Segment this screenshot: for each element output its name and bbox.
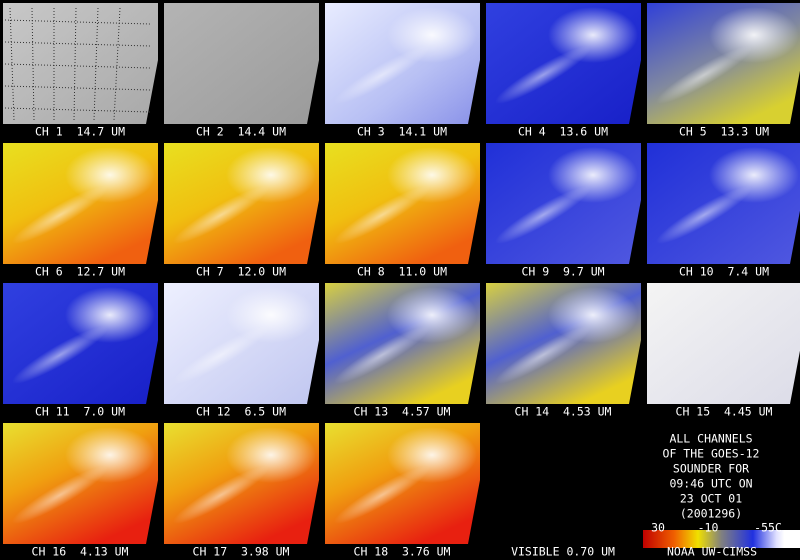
satellite-image bbox=[164, 3, 319, 124]
channel-label: CH 15 4.45 UM bbox=[676, 405, 773, 419]
cloud-band bbox=[495, 46, 591, 104]
cloud-band bbox=[334, 326, 430, 384]
channel-label: CH 11 7.0 UM bbox=[35, 405, 125, 419]
info-line: 23 OCT 01 bbox=[680, 492, 742, 506]
cloud-area bbox=[65, 427, 155, 483]
channel-label: CH 1 14.7 UM bbox=[35, 125, 125, 139]
info-line: SOUNDER FOR bbox=[673, 462, 749, 476]
channel-label: CH 5 13.3 UM bbox=[679, 125, 769, 139]
cloud-area bbox=[65, 287, 155, 343]
colorbar bbox=[643, 530, 800, 548]
colorbar-label: -55C bbox=[754, 521, 782, 535]
cloud-area bbox=[387, 7, 477, 63]
cloud-area bbox=[548, 287, 638, 343]
cloud-area bbox=[709, 7, 799, 63]
cloud-area bbox=[65, 147, 155, 203]
cloud-band bbox=[12, 326, 108, 384]
cloud-area bbox=[387, 287, 477, 343]
cloud-band bbox=[495, 186, 591, 244]
satellite-image bbox=[647, 283, 800, 404]
colorbar-label: -10 bbox=[698, 521, 719, 535]
cloud-band bbox=[173, 466, 269, 524]
cloud-band bbox=[334, 46, 430, 104]
state-border bbox=[9, 7, 15, 121]
channel-label: CH 9 9.7 UM bbox=[521, 265, 604, 279]
channel-label: CH 17 3.98 UM bbox=[193, 545, 290, 559]
cloud-area bbox=[387, 147, 477, 203]
info-line: OF THE GOES-12 bbox=[663, 447, 760, 461]
cloud-band bbox=[173, 326, 269, 384]
channel-label: CH 10 7.4 UM bbox=[679, 265, 769, 279]
info-line: (2001296) bbox=[680, 507, 742, 521]
cloud-band bbox=[334, 186, 430, 244]
cloud-band bbox=[334, 466, 430, 524]
state-border bbox=[73, 7, 77, 121]
cloud-band bbox=[656, 46, 752, 104]
state-border bbox=[4, 19, 151, 25]
satellite-image bbox=[3, 3, 158, 124]
cloud-band bbox=[12, 466, 108, 524]
state-border bbox=[93, 7, 99, 121]
state-border bbox=[4, 107, 151, 113]
cloud-area bbox=[387, 427, 477, 483]
cloud-band bbox=[656, 186, 752, 244]
info-line: 09:46 UTC ON bbox=[669, 477, 752, 491]
channel-label: CH 4 13.6 UM bbox=[518, 125, 608, 139]
cloud-band bbox=[12, 186, 108, 244]
info-line: ALL CHANNELS bbox=[669, 432, 752, 446]
tiles: CH 1 14.7 UM CH 2 14.4 UM CH 3 14.1 UM CH 4… bbox=[3, 3, 800, 559]
channel-label: CH 13 4.57 UM bbox=[354, 405, 451, 419]
cloud-band bbox=[495, 326, 591, 384]
state-border bbox=[4, 85, 151, 91]
channel-label: CH 12 6.5 UM bbox=[196, 405, 286, 419]
channel-label: CH 14 4.53 UM bbox=[515, 405, 612, 419]
state-border bbox=[113, 7, 121, 121]
channel-label: CH 18 3.76 UM bbox=[354, 545, 451, 559]
credit: NOAA UW-CIMSS bbox=[667, 545, 757, 559]
channel-label: VISIBLE 0.70 UM bbox=[511, 545, 615, 559]
channel-label: CH 3 14.1 UM bbox=[357, 125, 447, 139]
cloud-area bbox=[226, 287, 316, 343]
channel-label: CH 2 14.4 UM bbox=[196, 125, 286, 139]
cloud-area bbox=[226, 147, 316, 203]
cloud-area bbox=[709, 147, 799, 203]
channel-label: CH 6 12.7 UM bbox=[35, 265, 125, 279]
state-border bbox=[31, 7, 35, 121]
state-border bbox=[4, 41, 151, 47]
cloud-band bbox=[173, 186, 269, 244]
channel-label: CH 7 12.0 UM bbox=[196, 265, 286, 279]
cloud-area bbox=[548, 147, 638, 203]
channel-label: CH 8 11.0 UM bbox=[357, 265, 447, 279]
channel-label: CH 16 4.13 UM bbox=[32, 545, 129, 559]
cloud-area bbox=[226, 427, 316, 483]
state-border bbox=[4, 63, 151, 69]
colorbar-label: 30 bbox=[651, 521, 665, 535]
cloud-area bbox=[548, 7, 638, 63]
